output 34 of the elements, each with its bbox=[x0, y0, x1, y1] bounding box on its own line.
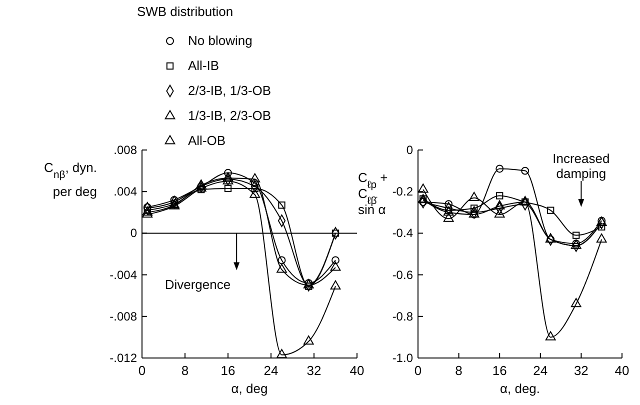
x-tick-label: 24 bbox=[533, 363, 548, 378]
legend-label: All-IB bbox=[188, 58, 220, 73]
legend-title: SWB distribution bbox=[136, 4, 234, 19]
y-tick-label: .004 bbox=[114, 184, 138, 199]
y-tick-label: -0.2 bbox=[392, 184, 414, 199]
y-tick-label: -0.8 bbox=[392, 309, 414, 324]
y-tick-label: -0.6 bbox=[392, 268, 414, 282]
x-tick-label: 32 bbox=[574, 363, 588, 378]
x-tick-label: 8 bbox=[181, 363, 189, 378]
x-tick-label: 32 bbox=[306, 363, 322, 378]
x-axis-title: α, deg. bbox=[500, 381, 540, 396]
y-axis-title: C$_{nβ}$, dyn. per deg bbox=[44, 160, 97, 199]
legend-label: All-OB bbox=[188, 133, 226, 148]
y-tick-label: -0.4 bbox=[392, 226, 414, 240]
y-axis-title: C$_{ℓp}$ + C$_{ℓβ̇}$ sin α bbox=[358, 170, 388, 217]
y-tick-label: -.012 bbox=[110, 351, 138, 365]
x-tick-label: 40 bbox=[614, 363, 630, 378]
x-axis-title: α, deg bbox=[231, 381, 268, 396]
x-tick-label: 40 bbox=[350, 363, 364, 378]
y-tick-label: -.008 bbox=[110, 309, 138, 324]
x-tick-label: 8 bbox=[455, 363, 462, 378]
y-tick-label: -1.0 bbox=[392, 351, 414, 365]
legend-label: 2/3-IB, 1/3-OB bbox=[188, 83, 272, 98]
y-tick-label: 0 bbox=[130, 226, 138, 240]
legend-label: No blowing bbox=[188, 33, 252, 48]
x-tick-label: 16 bbox=[492, 363, 507, 378]
annotation: Increased damping bbox=[552, 151, 610, 181]
legend-label: 1/3-IB, 2/3-OB bbox=[188, 108, 272, 123]
y-tick-label: -.004 bbox=[110, 268, 138, 282]
y-tick-label: 0 bbox=[406, 143, 414, 157]
x-tick-label: 24 bbox=[264, 363, 278, 378]
annotation: Divergence bbox=[164, 277, 231, 292]
x-tick-label: 16 bbox=[220, 363, 236, 378]
y-tick-label: .008 bbox=[114, 143, 138, 157]
